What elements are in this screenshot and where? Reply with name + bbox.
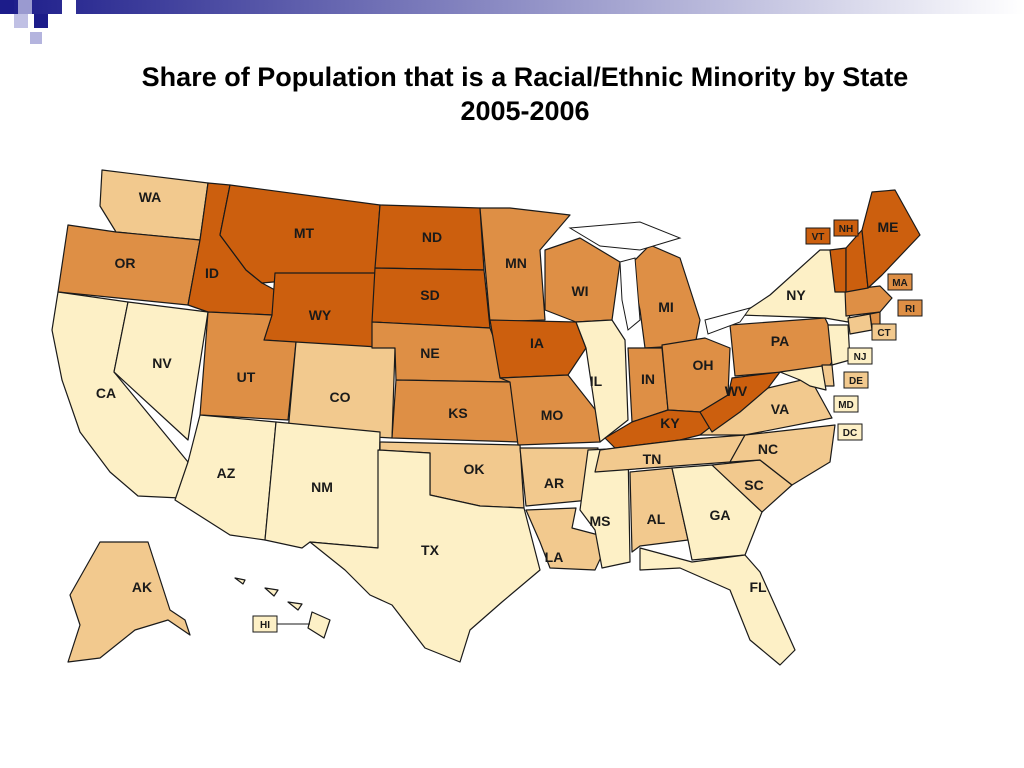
- lake-superior: [568, 221, 682, 251]
- state-label-WI: WI: [571, 283, 588, 299]
- state-label-OK: OK: [464, 461, 485, 477]
- state-label-MI: MI: [658, 299, 674, 315]
- state-label-ID: ID: [205, 265, 219, 281]
- state-label-ND: ND: [422, 229, 442, 245]
- state-label-CO: CO: [330, 389, 351, 405]
- state-CT: [847, 313, 873, 335]
- state-label-ME: ME: [878, 219, 899, 235]
- state-label-AL: AL: [647, 511, 666, 527]
- callout-label-NJ: NJ: [854, 352, 867, 363]
- state-label-AK: AK: [132, 579, 152, 595]
- state-FL: [639, 547, 796, 666]
- state-label-NC: NC: [758, 441, 778, 457]
- state-WA: [99, 169, 209, 241]
- state-label-AZ: AZ: [217, 465, 236, 481]
- state-label-MT: MT: [294, 225, 315, 241]
- state-label-SD: SD: [420, 287, 439, 303]
- title-line-1: Share of Population that is a Racial/Eth…: [141, 62, 909, 92]
- lake-erie: [704, 307, 752, 335]
- state-label-OR: OR: [115, 255, 136, 271]
- state-label-AR: AR: [544, 475, 564, 491]
- state-label-GA: GA: [710, 507, 731, 523]
- state-label-MO: MO: [541, 407, 564, 423]
- callout-label-MA: MA: [892, 278, 908, 289]
- lake-michigan: [619, 257, 641, 331]
- callout-label-DC: DC: [843, 428, 857, 439]
- state-ME: [861, 189, 921, 289]
- state-label-NM: NM: [311, 479, 333, 495]
- callout-label-DE: DE: [849, 376, 863, 387]
- state-MA: [844, 285, 893, 317]
- state-label-VA: VA: [771, 401, 789, 417]
- state-label-PA: PA: [771, 333, 789, 349]
- state-label-TX: TX: [421, 542, 440, 558]
- state-label-WA: WA: [139, 189, 162, 205]
- state-label-TN: TN: [643, 451, 662, 467]
- state-label-WY: WY: [309, 307, 332, 323]
- title-line-2: 2005-2006: [460, 96, 590, 126]
- callout-label-MD: MD: [838, 400, 854, 411]
- state-label-IL: IL: [590, 373, 603, 389]
- state-label-LA: LA: [545, 549, 564, 565]
- callout-label-CT: CT: [877, 328, 890, 339]
- callout-box-CT: [871, 323, 897, 341]
- state-HI: [234, 577, 331, 639]
- callout-label-RI: RI: [905, 304, 915, 315]
- state-label-KS: KS: [448, 405, 467, 421]
- us-states-map: VT NH MA RI CT NJ DE MD DC HI WA OR CA NV ID MT WY UT AZ C…: [51, 169, 923, 666]
- callout-label-NH: NH: [839, 224, 853, 235]
- slide-header-decoration: [0, 0, 1024, 44]
- callout-box-DE: [843, 371, 869, 389]
- state-label-KY: KY: [660, 415, 680, 431]
- callout-label-HI: HI: [260, 620, 270, 631]
- state-label-WV: WV: [725, 383, 748, 399]
- callout-box-DC: [837, 423, 863, 441]
- state-label-IN: IN: [641, 371, 655, 387]
- state-label-NY: NY: [786, 287, 806, 303]
- state-IA: [489, 319, 587, 379]
- state-AK: [67, 541, 191, 663]
- slide-title: Share of Population that is a Racial/Eth…: [0, 60, 1024, 128]
- state-label-SC: SC: [744, 477, 763, 493]
- state-TX: [309, 449, 541, 663]
- state-MD: [779, 365, 827, 391]
- state-label-UT: UT: [237, 369, 256, 385]
- state-label-OH: OH: [693, 357, 714, 373]
- state-label-MN: MN: [505, 255, 527, 271]
- callout-box-NH: [833, 219, 859, 237]
- state-IL: [575, 319, 629, 443]
- state-label-CA: CA: [96, 385, 116, 401]
- state-label-FL: FL: [749, 579, 767, 595]
- state-NV: [113, 301, 209, 441]
- state-label-NV: NV: [152, 355, 172, 371]
- callout-label-VT: VT: [812, 232, 825, 243]
- state-NJ: [827, 324, 851, 366]
- state-WI: [544, 237, 621, 323]
- callout-box-MA: [887, 273, 913, 291]
- callout-box-RI: [897, 299, 923, 317]
- callout-box-MD: [833, 395, 859, 413]
- callout-box-NJ: [847, 347, 873, 365]
- state-MI: [629, 244, 701, 349]
- state-label-IA: IA: [530, 335, 544, 351]
- state-label-NE: NE: [420, 345, 439, 361]
- state-WV: [699, 371, 781, 433]
- state-label-MS: MS: [590, 513, 611, 529]
- state-AL: [629, 467, 689, 553]
- callout-box-VT: [805, 227, 831, 245]
